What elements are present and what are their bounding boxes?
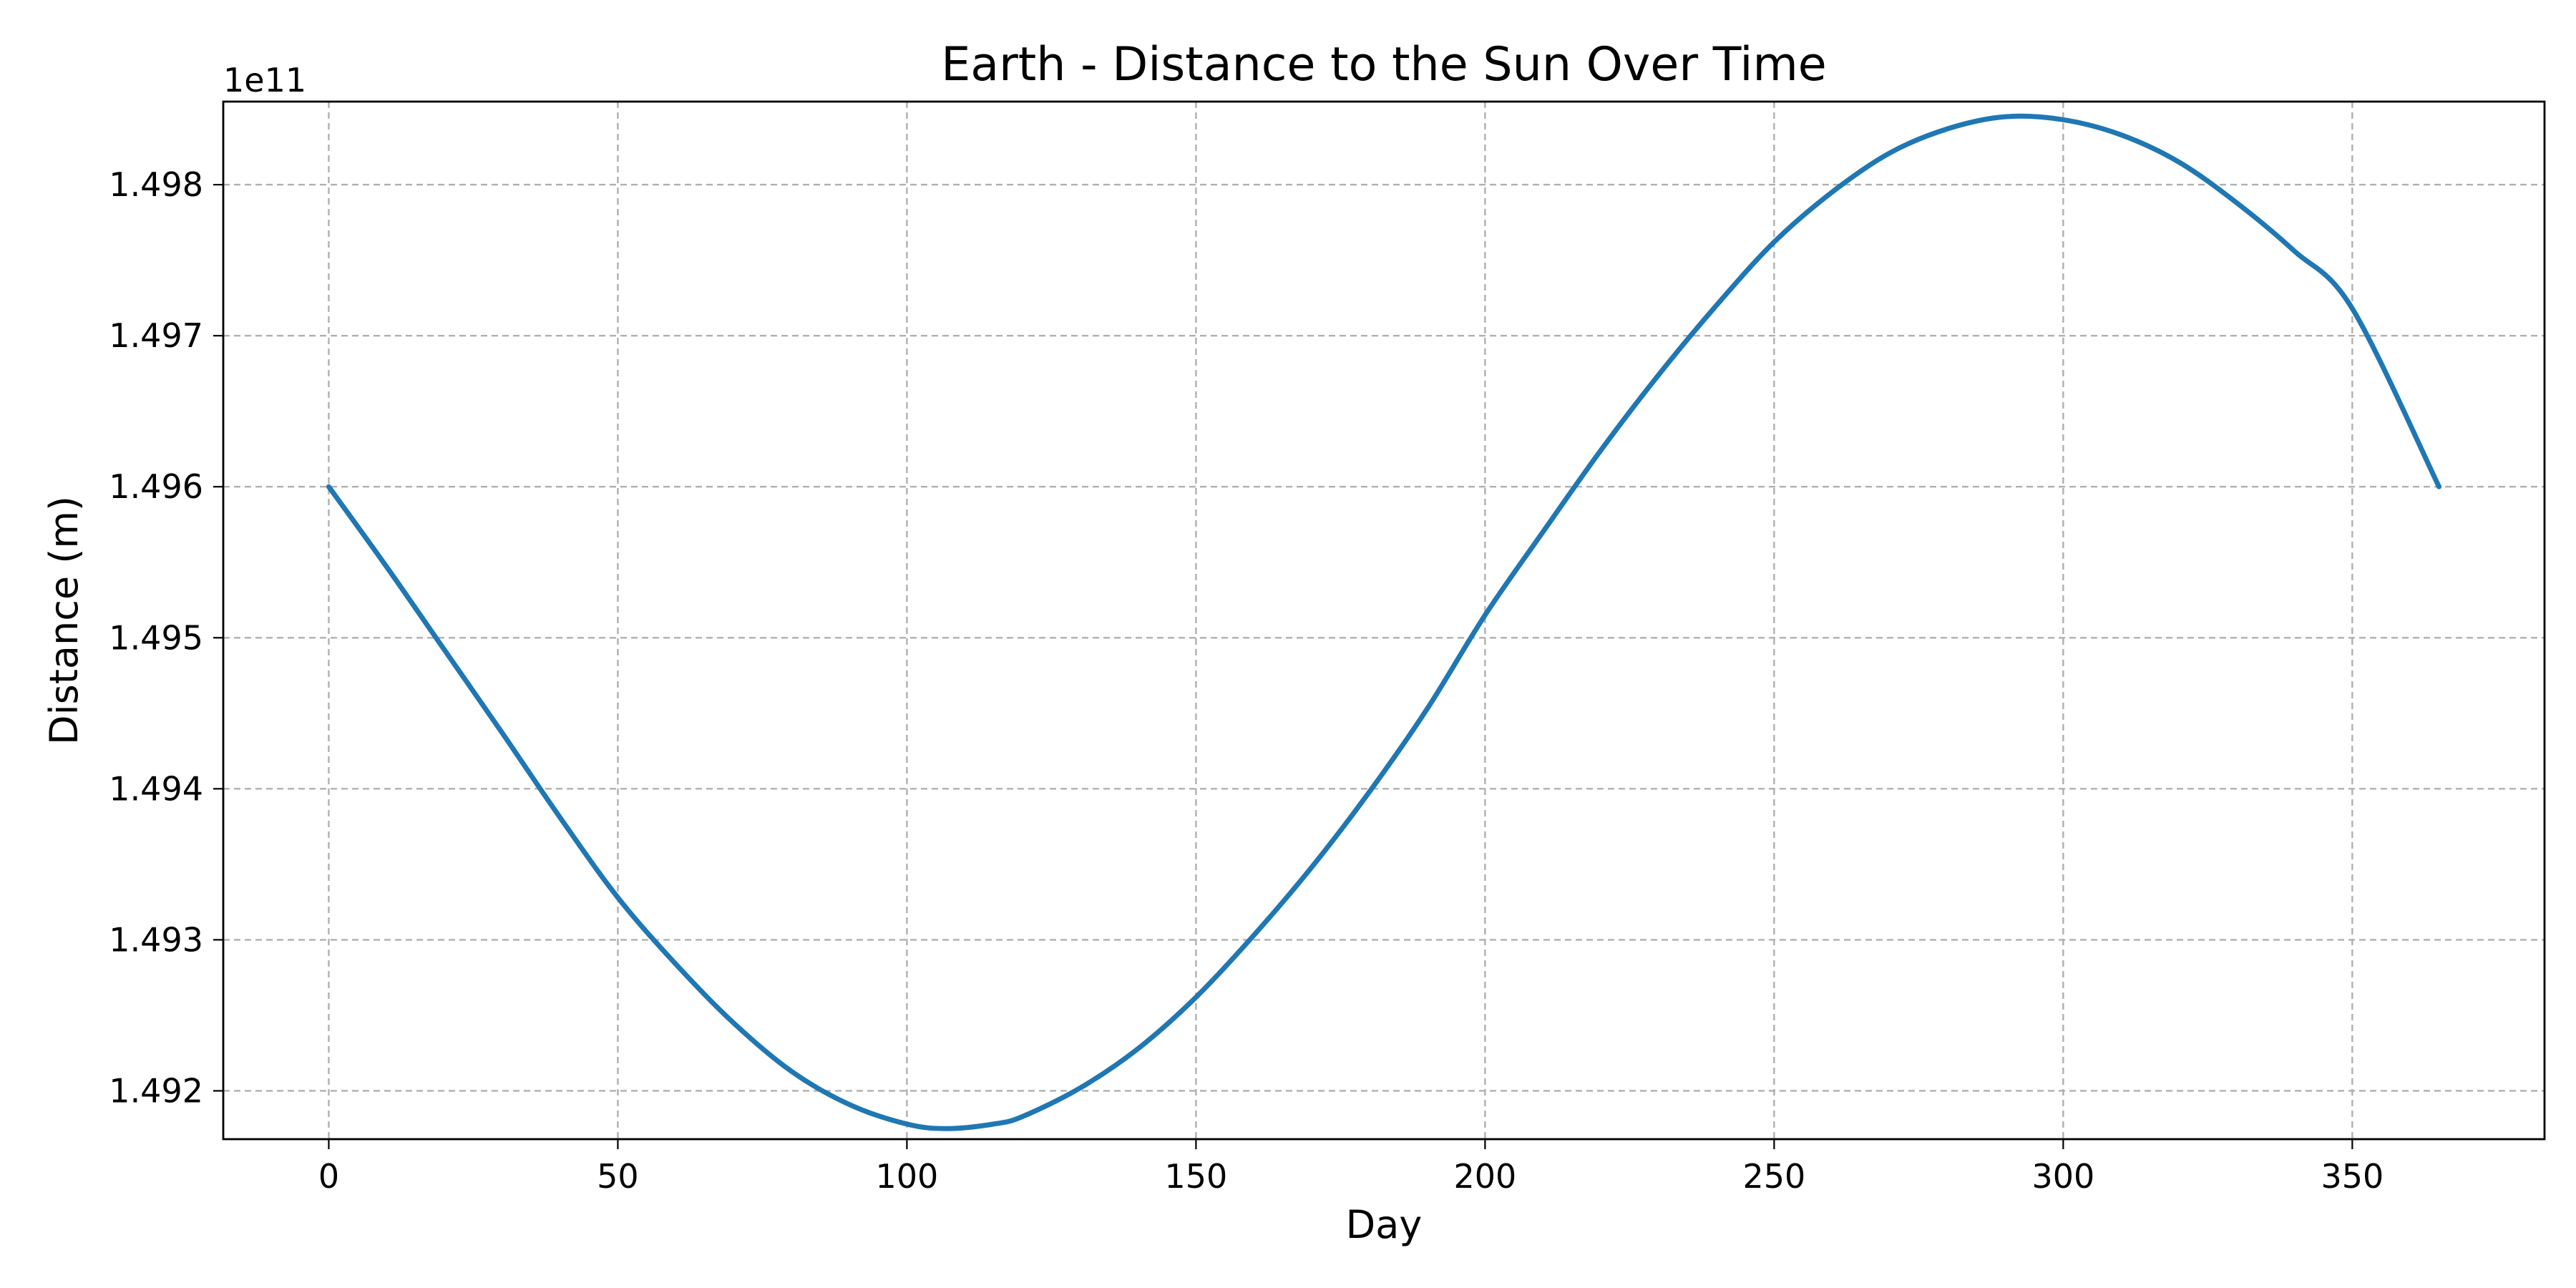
y-tick-labels: 1.492 1.493 1.494 1.495 1.496 1.497 1.498	[109, 165, 203, 1110]
tick-marks	[213, 183, 2353, 1149]
y-axis-label: Distance (m)	[42, 496, 87, 745]
distance-series-line	[326, 113, 2442, 1131]
y-tick-label: 1.492	[109, 1071, 203, 1110]
x-axis-label: Day	[1346, 1202, 1423, 1247]
x-tick-label: 100	[876, 1157, 939, 1196]
x-tick-label: 200	[1453, 1157, 1516, 1196]
x-tick-labels: 0 50 100 150 200 250 300 350	[318, 1157, 2384, 1196]
y-tick-label: 1.496	[109, 467, 203, 506]
x-tick-label: 300	[2031, 1157, 2094, 1196]
series-layer	[326, 113, 2442, 1131]
x-tick-label: 250	[1742, 1157, 1805, 1196]
x-tick-label: 350	[2321, 1157, 2384, 1196]
y-tick-label: 1.497	[109, 316, 203, 355]
x-tick-label: 0	[318, 1157, 339, 1196]
y-tick-label: 1.494	[109, 769, 203, 808]
plot-area-frame	[222, 100, 2546, 1141]
x-tick-label: 50	[597, 1157, 639, 1196]
y-axis-offset-label: 1e11	[223, 61, 306, 99]
chart-title: Earth - Distance to the Sun Over Time	[941, 38, 1827, 92]
x-tick-label: 150	[1165, 1157, 1228, 1196]
y-tick-label: 1.498	[109, 165, 203, 204]
y-tick-label: 1.493	[109, 920, 203, 959]
y-tick-label: 1.495	[109, 618, 203, 657]
grid	[223, 102, 2545, 1139]
